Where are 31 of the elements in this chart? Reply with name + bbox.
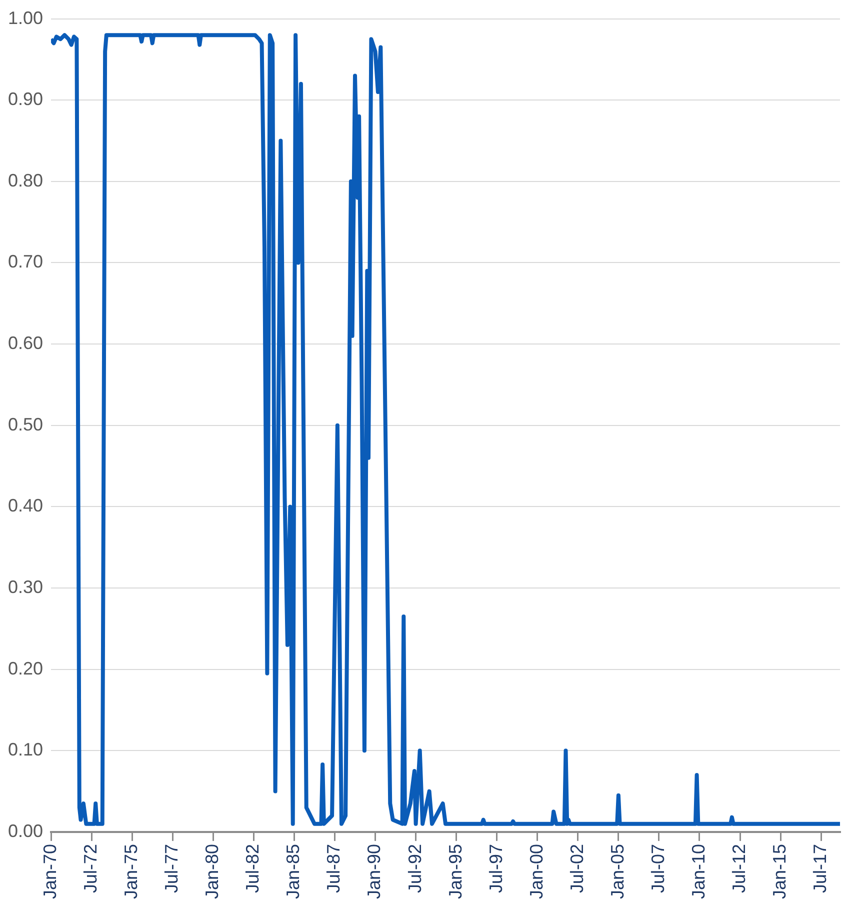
x-tick-label: Jul-17 bbox=[810, 844, 830, 893]
y-tick-label: 0.40 bbox=[8, 496, 44, 516]
y-tick-label: 0.80 bbox=[8, 170, 44, 190]
x-tick-label: Jan-90 bbox=[364, 844, 384, 900]
y-tick-label: 0.50 bbox=[8, 414, 44, 434]
x-tick-label: Jan-00 bbox=[526, 844, 546, 900]
y-tick-label: 0.60 bbox=[8, 333, 44, 354]
x-tick-label: Jul-82 bbox=[242, 844, 263, 893]
y-tick-label: 0.00 bbox=[8, 820, 44, 841]
x-tick-label: Jan-75 bbox=[121, 844, 142, 900]
x-tick-label: Jul-72 bbox=[80, 844, 101, 893]
x-tick-label: Jul-97 bbox=[486, 844, 506, 893]
x-tick-label: Jul-77 bbox=[162, 844, 182, 893]
y-tick-label: 0.10 bbox=[8, 740, 44, 760]
x-tick-label: Jul-02 bbox=[566, 844, 587, 893]
y-tick-label: 0.30 bbox=[8, 576, 44, 597]
x-tick-label: Jul-92 bbox=[404, 844, 425, 893]
y-tick-label: 0.70 bbox=[8, 252, 44, 272]
x-tick-label: Jan-15 bbox=[770, 844, 790, 900]
x-tick-label: Jul-12 bbox=[728, 844, 749, 893]
x-tick-label: Jan-85 bbox=[283, 844, 304, 900]
x-tick-label: Jul-87 bbox=[324, 844, 344, 893]
x-tick-label: Jan-95 bbox=[445, 844, 466, 900]
y-tick-label: 1.00 bbox=[8, 8, 44, 28]
y-tick-label: 0.90 bbox=[8, 89, 44, 110]
x-tick-label: Jan-10 bbox=[688, 844, 708, 900]
x-tick-label: Jul-07 bbox=[648, 844, 668, 893]
x-tick-label: Jan-05 bbox=[607, 844, 628, 900]
y-tick-label: 0.20 bbox=[8, 658, 44, 678]
x-tick-label: Jan-70 bbox=[40, 844, 60, 900]
x-tick-label: Jan-80 bbox=[202, 844, 222, 900]
